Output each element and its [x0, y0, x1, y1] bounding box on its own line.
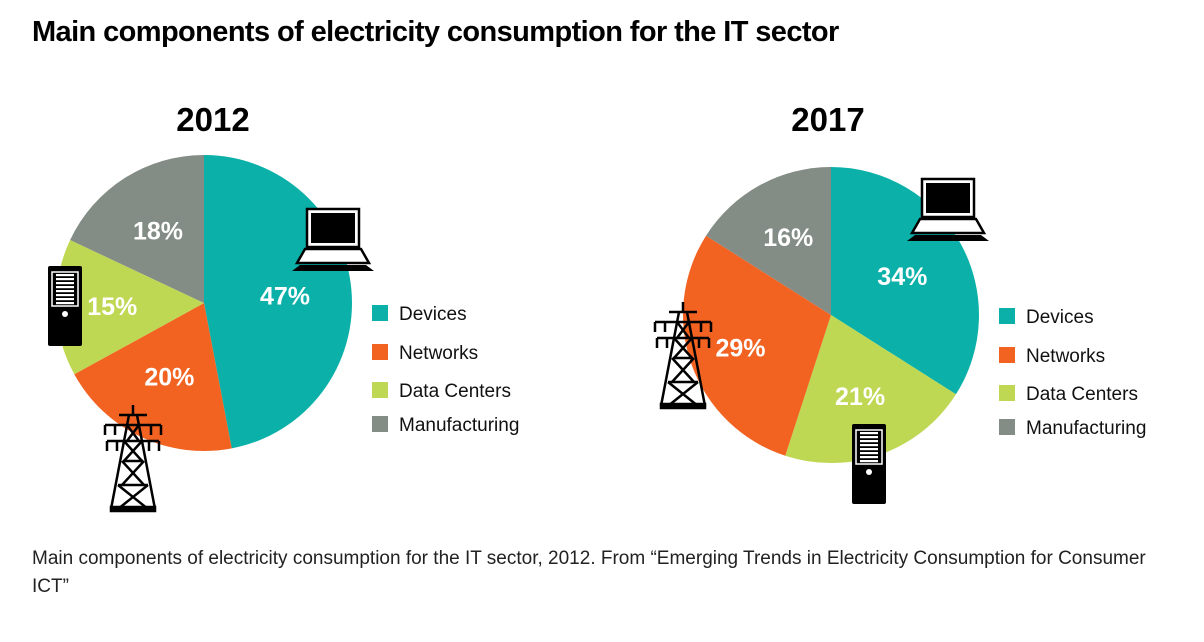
- legend-2017-swatch-manufacturing: [999, 419, 1015, 435]
- pie-2017-slice-manufacturing: [706, 167, 831, 315]
- pie-2012-slice-networks: [74, 303, 232, 451]
- pie-2012-label-manufacturing: 18%: [133, 218, 183, 246]
- pie-2017-slice-data-centers: [785, 315, 956, 464]
- charts-canvas: 2012 47% 20% 15% 18% Devices Networks Data Ce…: [47, 101, 1146, 513]
- legend-2017-swatch-networks: [999, 347, 1015, 363]
- legend-2017-swatch-devices: [999, 308, 1015, 324]
- pie-2017-slice-networks: [683, 235, 831, 456]
- legend-2017-swatch-data-centers: [999, 385, 1015, 401]
- legend-2012: Devices Networks Data Centers Manufacturing: [372, 304, 519, 436]
- figure-caption: Main components of electricity consumpti…: [32, 548, 1146, 597]
- legend-2012-label-manufacturing: Manufacturing: [399, 415, 519, 436]
- legend-2012-label-devices: Devices: [399, 304, 467, 325]
- legend-2017-label-data-centers: Data Centers: [1026, 384, 1138, 405]
- pie-2017-label-networks: 29%: [715, 335, 765, 363]
- pie-2012-slice-data-centers: [56, 239, 204, 375]
- legend-2012-label-networks: Networks: [399, 343, 478, 364]
- pie-2012: 47% 20% 15% 18%: [56, 155, 353, 451]
- legend-2017-label-manufacturing: Manufacturing: [1026, 418, 1146, 439]
- pie-2012-slice-manufacturing: [70, 155, 204, 303]
- pie-2017-title: 2017: [791, 101, 864, 138]
- pie-2012-label-data-centers: 15%: [87, 293, 137, 321]
- pie-2017-label-data-centers: 21%: [835, 383, 885, 411]
- legend-2017-label-networks: Networks: [1026, 346, 1105, 367]
- legend-2012-swatch-manufacturing: [372, 416, 388, 432]
- pie-2012-label-devices: 47%: [260, 282, 310, 310]
- server-tower-icon: [47, 265, 83, 347]
- server-tower-icon: [851, 423, 887, 505]
- legend-2012-label-data-centers: Data Centers: [399, 381, 511, 402]
- pie-2012-label-networks: 20%: [144, 364, 194, 392]
- legend-2012-swatch-data-centers: [372, 382, 388, 398]
- legend-2012-swatch-networks: [372, 344, 388, 360]
- pie-2017-label-manufacturing: 16%: [763, 224, 813, 252]
- legend-2017: Devices Networks Data Centers Manufacturing: [999, 307, 1146, 439]
- pie-2012-title: 2012: [176, 101, 249, 138]
- page-title: Main components of electricity consumpti…: [32, 16, 839, 48]
- pie-2017-label-devices: 34%: [877, 263, 927, 291]
- legend-2012-swatch-devices: [372, 305, 388, 321]
- legend-2017-label-devices: Devices: [1026, 307, 1094, 328]
